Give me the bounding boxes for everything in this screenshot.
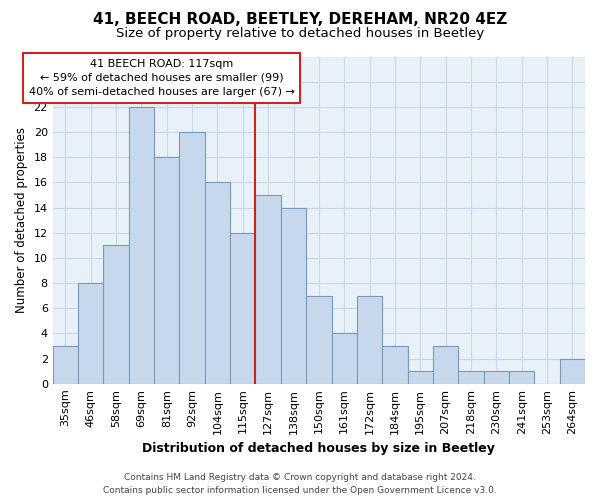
Bar <box>78 283 103 384</box>
Text: 41, BEECH ROAD, BEETLEY, DEREHAM, NR20 4EZ: 41, BEECH ROAD, BEETLEY, DEREHAM, NR20 4… <box>93 12 507 28</box>
Y-axis label: Number of detached properties: Number of detached properties <box>15 127 28 313</box>
Bar <box>306 296 332 384</box>
Bar <box>230 232 256 384</box>
Bar <box>357 296 382 384</box>
Text: 41 BEECH ROAD: 117sqm
← 59% of detached houses are smaller (99)
40% of semi-deta: 41 BEECH ROAD: 117sqm ← 59% of detached … <box>29 58 295 98</box>
Bar <box>256 195 281 384</box>
Bar <box>407 371 433 384</box>
Bar <box>509 371 535 384</box>
Bar <box>129 107 154 384</box>
X-axis label: Distribution of detached houses by size in Beetley: Distribution of detached houses by size … <box>142 442 495 455</box>
Bar <box>484 371 509 384</box>
Bar <box>154 157 179 384</box>
Bar <box>53 346 78 384</box>
Bar <box>332 334 357 384</box>
Bar <box>103 246 129 384</box>
Bar <box>560 358 585 384</box>
Bar <box>433 346 458 384</box>
Bar <box>281 208 306 384</box>
Bar <box>179 132 205 384</box>
Text: Size of property relative to detached houses in Beetley: Size of property relative to detached ho… <box>116 28 484 40</box>
Text: Contains HM Land Registry data © Crown copyright and database right 2024.
Contai: Contains HM Land Registry data © Crown c… <box>103 473 497 495</box>
Bar <box>458 371 484 384</box>
Bar <box>205 182 230 384</box>
Bar <box>382 346 407 384</box>
